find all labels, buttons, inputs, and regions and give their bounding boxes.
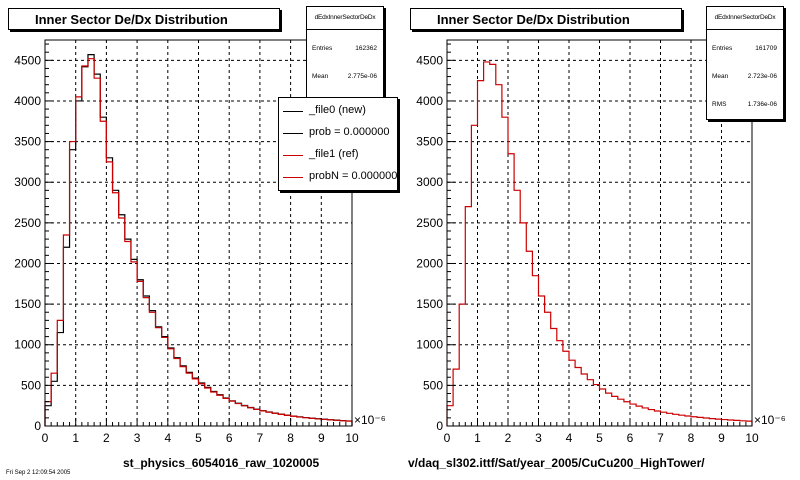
y-tick-label: 1000 [14, 338, 41, 352]
x-tick-label: 9 [318, 431, 325, 445]
x-tick-label: 0 [444, 431, 451, 445]
left-histogram-title: Inner Sector De/Dx Distribution [8, 8, 280, 30]
y-tick-label: 1500 [416, 297, 443, 311]
y-tick-label: 0 [436, 419, 443, 433]
x-exponent-label: ×10⁻⁶ [354, 413, 386, 427]
x-tick-label: 3 [535, 431, 542, 445]
histogram-series-1 [44, 58, 353, 426]
legend-entry-file1: _file1 (ref) [283, 148, 397, 168]
legend-entry-file0: _file0 (new) [283, 104, 397, 124]
left-stats-entries: Entries 162362 [312, 45, 377, 52]
x-exponent-label: ×10⁻⁶ [754, 413, 786, 427]
x-tick-label: 5 [195, 431, 202, 445]
x-tick-label: 1 [474, 431, 481, 445]
y-tick-label: 4000 [416, 94, 443, 108]
x-tick-label: 1 [72, 431, 79, 445]
left-stats-box: dEdxInnerSectorDeDx Entries 162362 Mean 2.… [306, 6, 384, 98]
x-tick-label: 3 [134, 431, 141, 445]
right-stats-rms: RMS 1.736e-06 [712, 101, 777, 108]
x-tick-label: 6 [627, 431, 634, 445]
y-tick-label: 4500 [416, 53, 443, 67]
x-tick-label: 8 [688, 431, 695, 445]
x-tick-label: 9 [718, 431, 725, 445]
y-tick-label: 4500 [14, 53, 41, 67]
right-stats-box: dEdxInnerSectorDeDx Entries 161709 Mean 2.… [706, 6, 784, 120]
y-tick-label: 3000 [416, 175, 443, 189]
legend-entry-probn: probN = 0.000000 [283, 170, 397, 190]
left-legend: _file0 (new) prob = 0.000000 _file1 (ref… [278, 97, 398, 191]
x-tick-label: 10 [745, 431, 759, 445]
left-stats-mean: Mean 2.775e-06 [312, 73, 377, 80]
x-tick-label: 8 [287, 431, 294, 445]
right-histogram-pad: 0 1 2 3 4 5 6 7 8 9 10 ×10⁻⁶ 0 500 1000 1500 2000 2500 300… [400, 0, 800, 480]
x-tick-label: 6 [226, 431, 233, 445]
left-stats-name: dEdxInnerSectorDeDx [307, 7, 383, 30]
x-tick-label: 2 [103, 431, 110, 445]
x-tick-label: 7 [657, 431, 664, 445]
y-tick-label: 2500 [416, 216, 443, 230]
y-tick-label: 500 [21, 378, 41, 392]
right-x-axis-label: v/daq_sl302.ittf/Sat/year_2005/CuCu200_H… [408, 456, 705, 470]
timestamp-footer: Fri Sep 2 12:09:54 2005 [6, 470, 71, 476]
y-tick-label: 3500 [416, 135, 443, 149]
y-tick-label: 1500 [14, 297, 41, 311]
left-histogram-pad: 0 1 2 3 4 5 6 7 8 9 10 ×10⁻⁶ 0 500 1000 1500 2000 2500 300… [6, 6, 398, 476]
y-tick-label: 0 [34, 419, 41, 433]
x-tick-label: 5 [596, 431, 603, 445]
right-histogram-title: Inner Sector De/Dx Distribution [410, 8, 682, 30]
x-tick-label: 0 [42, 431, 49, 445]
y-tick-label: 2500 [14, 216, 41, 230]
x-tick-label: 7 [257, 431, 264, 445]
y-tick-label: 3000 [14, 175, 41, 189]
y-tick-label: 4000 [14, 94, 41, 108]
x-tick-label: 4 [566, 431, 573, 445]
histogram-series-0 [446, 61, 753, 426]
right-stats-name: dEdxInnerSectorDeDx [707, 7, 783, 30]
y-tick-label: 2000 [416, 256, 443, 270]
x-tick-label: 2 [505, 431, 512, 445]
right-histogram-canvas: 0 1 2 3 4 5 6 7 8 9 10 ×10⁻⁶ 0 500 1000 1500 2000 2500 300… [416, 39, 786, 445]
x-tick-label: 10 [345, 431, 359, 445]
y-tick-label: 1000 [416, 338, 443, 352]
legend-entry-prob: prob = 0.000000 [283, 126, 397, 146]
right-stats-mean: Mean 2.723e-06 [712, 73, 777, 80]
y-tick-label: 2000 [14, 256, 41, 270]
left-x-axis-label: st_physics_6054016_raw_1020005 [123, 456, 320, 470]
left-histogram-canvas: 0 1 2 3 4 5 6 7 8 9 10 ×10⁻⁶ 0 500 1000 1500 2000 2500 300… [14, 39, 386, 445]
x-tick-label: 4 [164, 431, 171, 445]
y-tick-label: 500 [423, 378, 443, 392]
right-stats-entries: Entries 161709 [712, 45, 777, 52]
y-tick-label: 3500 [14, 135, 41, 149]
